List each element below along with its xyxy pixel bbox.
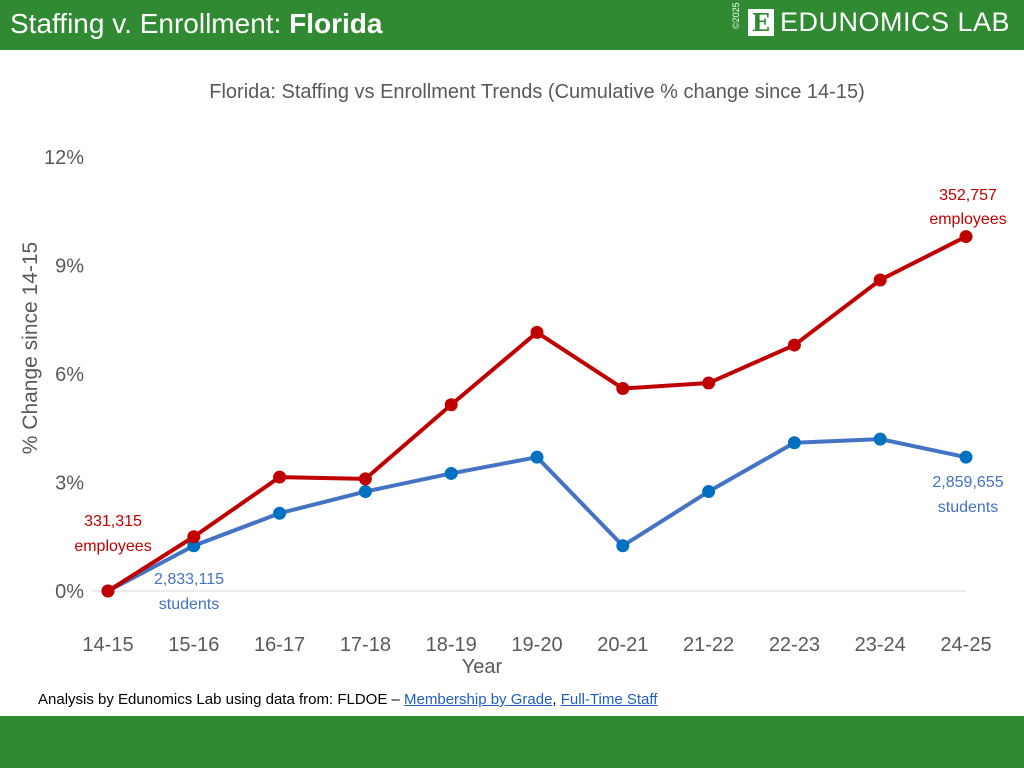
edunomics-logo: ©2025 E EDUNOMICS LAB <box>730 2 1010 38</box>
staff-point <box>187 530 201 544</box>
x-tick-label: 18-19 <box>426 634 477 656</box>
footer-bar <box>0 716 1024 768</box>
x-tick-label: 14-15 <box>82 634 133 656</box>
chart-title: Florida: Staffing vs Enrollment Trends (… <box>209 81 865 103</box>
y-axis-label: % Change since 14-15 <box>19 242 42 454</box>
enrollment-point <box>702 485 716 499</box>
x-axis-label: Year <box>462 656 503 678</box>
x-tick-label: 20-21 <box>597 634 648 656</box>
x-tick-label: 17-18 <box>340 634 391 656</box>
source-note: Analysis by Edunomics Lab using data fro… <box>38 691 657 708</box>
line-chart: Florida: Staffing vs Enrollment Trends (… <box>19 81 1007 678</box>
logo-mark: E <box>747 9 774 36</box>
staff-start-count: 331,315 <box>84 513 142 530</box>
title-prefix: Staffing v. Enrollment: <box>10 8 290 39</box>
enroll-end-unit: students <box>938 499 998 516</box>
source-text: Analysis by Edunomics Lab using data fro… <box>38 691 405 708</box>
x-tick-label: 23-24 <box>855 634 906 656</box>
staff-point <box>358 472 372 486</box>
staff-point <box>444 398 458 412</box>
staff-point <box>273 470 287 484</box>
y-tick-label: 3% <box>55 473 84 495</box>
staff-point <box>787 338 801 352</box>
x-tick-label: 19-20 <box>511 634 562 656</box>
staff-point <box>702 376 716 390</box>
staff-point <box>101 584 115 598</box>
enrollment-point <box>616 539 630 553</box>
staff-point <box>530 325 544 339</box>
x-tick-label: 15-16 <box>168 634 219 656</box>
enroll-end-count: 2,859,655 <box>932 474 1003 491</box>
enrollment-point <box>530 450 544 464</box>
title-state: Florida <box>289 8 383 39</box>
enrollment-point <box>444 466 458 480</box>
staff-point <box>959 230 973 244</box>
x-tick-label: 21-22 <box>683 634 734 656</box>
x-tick-label: 16-17 <box>254 634 305 656</box>
y-tick-label: 9% <box>55 256 84 278</box>
membership-by-grade-link[interactable]: Membership by Grade <box>404 691 553 708</box>
enrollment-point <box>358 485 372 499</box>
staff-start-unit: employees <box>74 538 151 555</box>
staff-end-unit: employees <box>929 211 1006 228</box>
y-tick-label: 12% <box>44 147 84 169</box>
brand-name: EDUNOMICS LAB <box>779 7 1010 37</box>
x-tick-label: 24-25 <box>940 634 991 656</box>
y-tick-label: 6% <box>55 364 84 386</box>
y-tick-label: 0% <box>55 581 84 603</box>
enrollment-point <box>959 450 973 464</box>
enrollment-point <box>787 436 801 450</box>
staff-point <box>873 273 887 287</box>
staff-point <box>616 381 630 395</box>
enroll-start-count: 2,833,115 <box>154 571 224 588</box>
header-bar: Staffing v. Enrollment: Florida ©2025 E … <box>0 0 1024 50</box>
page-title: Staffing v. Enrollment: Florida <box>10 8 382 40</box>
enrollment-point <box>187 539 201 553</box>
enroll-start-unit: students <box>159 596 219 613</box>
enrollment-point <box>873 432 887 446</box>
staff-line <box>106 234 967 593</box>
enrollment-point <box>273 506 287 520</box>
full-time-staff-link[interactable]: Full-Time Staff <box>560 691 658 708</box>
staff-end-count: 352,757 <box>939 187 997 204</box>
source-separator: , <box>552 691 561 708</box>
x-tick-label: 22-23 <box>769 634 820 656</box>
